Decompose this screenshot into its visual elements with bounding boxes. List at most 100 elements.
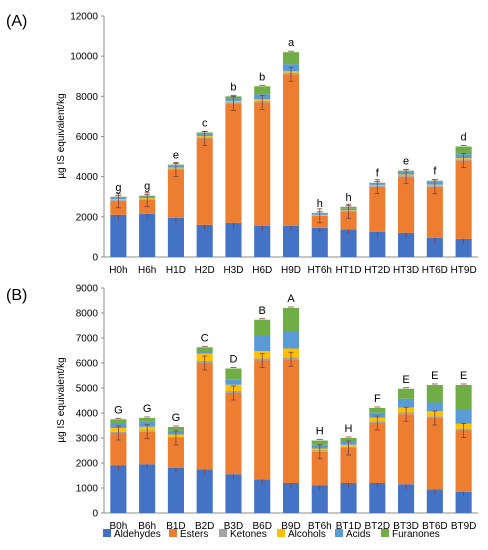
- significance-letter: e: [403, 156, 409, 168]
- bar-segment-aldehydes: [139, 464, 156, 513]
- bar-segment-aldehydes: [369, 483, 386, 513]
- legend-label-aldehydes: Aldehydes: [114, 529, 161, 540]
- bar-segment-aldehydes: [167, 468, 184, 513]
- y-tick-label: 5000: [76, 384, 99, 395]
- bar-segment-aldehydes: [340, 483, 357, 513]
- y-tick-label: 6000: [76, 359, 99, 370]
- x-tick-label: BT9D: [451, 521, 477, 532]
- panel-b-label: (B): [6, 287, 27, 304]
- bar-segment-aldehydes: [196, 469, 213, 513]
- panel-a-ylabel: µg IS equivalent/kg: [56, 93, 67, 178]
- significance-letter: d: [461, 132, 467, 144]
- legend-label-alcohols: Alcohols: [288, 529, 326, 540]
- bar-segment-aldehydes: [225, 222, 242, 257]
- bar-segment-aldehydes: [340, 229, 357, 257]
- y-tick-label: 9000: [76, 284, 99, 295]
- panel-a: (A) µg IS equivalent/kg 0 2000 4000 6000 800…: [6, 12, 478, 276]
- bar-segment-esters: [340, 448, 357, 483]
- bar-segment-aldehydes: [110, 214, 127, 257]
- bar-segment-esters: [225, 393, 242, 475]
- y-tick-label: 6000: [76, 132, 99, 143]
- legend-swatch-aldehydes: [103, 529, 111, 537]
- bar-segment-acids: [139, 421, 156, 427]
- x-tick-label: B1D: [166, 521, 185, 532]
- bar-segment-esters: [311, 451, 328, 486]
- bar-segment-esters: [369, 423, 386, 483]
- y-tick-label: 0: [92, 509, 98, 520]
- bar-segment-furanones: [311, 440, 328, 445]
- bar-segment-furanones: [398, 388, 415, 399]
- bar-segment-aldehydes: [282, 225, 300, 257]
- bar-segment-esters: [254, 360, 271, 480]
- significance-letter: C: [201, 332, 209, 344]
- bar-segment-aldehydes: [282, 483, 300, 513]
- bar-segment-esters: [167, 169, 184, 218]
- bar-segment-esters: [426, 186, 443, 238]
- legend: Aldehydes Esters Ketones Alcohols Acids Furan…: [103, 529, 440, 540]
- bar-segment-aldehydes: [196, 224, 213, 257]
- legend-swatch-acids: [335, 529, 343, 537]
- panel-b: (B) µg IS equivalent/kg 0 1000 2000 3000 400…: [6, 284, 478, 532]
- x-tick-label: B9D: [281, 521, 300, 532]
- legend-swatch-alcohols: [277, 529, 285, 537]
- bar-segment-acids: [282, 331, 300, 349]
- x-tick-label: H6h: [138, 265, 156, 276]
- bar-segment-furanones: [196, 347, 213, 351]
- y-tick-label: 8000: [76, 309, 99, 320]
- bar-segment-esters: [167, 438, 184, 468]
- bar-segment-acids: [225, 379, 242, 385]
- y-tick-label: 4000: [76, 172, 99, 183]
- y-tick-label: 10000: [70, 52, 98, 63]
- panel-b-ylabel: µg IS equivalent/kg: [56, 357, 67, 442]
- y-tick-label: 4000: [76, 409, 99, 420]
- bar-segment-acids: [398, 398, 415, 408]
- bar-segment-esters: [282, 74, 300, 226]
- x-tick-label: HT6D: [422, 265, 448, 276]
- x-tick-label: HT2D: [364, 265, 390, 276]
- bar-segment-aldehydes: [167, 217, 184, 257]
- bar-segment-aldehydes: [254, 225, 271, 257]
- significance-letter: a: [288, 37, 295, 49]
- significance-letter: E: [402, 374, 409, 386]
- significance-letter: A: [287, 293, 295, 305]
- bar-segment-furanones: [455, 385, 472, 410]
- significance-letter: F: [374, 393, 381, 405]
- y-tick-label: 12000: [70, 12, 98, 23]
- x-tick-label: BT6D: [422, 521, 448, 532]
- bar-segment-esters: [455, 430, 472, 492]
- bar-segment-furanones: [426, 385, 443, 403]
- bar-segment-furanones: [225, 368, 242, 380]
- y-tick-label: 2000: [76, 459, 99, 470]
- bar-segment-esters: [398, 414, 415, 485]
- significance-letter: H: [316, 426, 324, 438]
- bar-segment-acids: [196, 351, 213, 354]
- y-tick-label: 0: [92, 253, 98, 264]
- x-tick-label: BT2D: [365, 521, 391, 532]
- significance-letter: b: [259, 71, 265, 83]
- bar-segment-acids: [369, 412, 386, 418]
- significance-letter: D: [229, 354, 237, 366]
- bar-segment-aldehydes: [455, 238, 472, 257]
- y-tick-label: 7000: [76, 334, 99, 345]
- panel-a-plot: 0 2000 4000 6000 8000 10000 12000 g H0h g H6h e H1D c…: [70, 12, 478, 276]
- x-tick-label: H1D: [166, 265, 186, 276]
- bar-segment-esters: [455, 160, 472, 239]
- legend-label-furanones: Furanones: [392, 529, 440, 540]
- bar-segment-aldehydes: [455, 491, 472, 513]
- bar-segment-furanones: [110, 419, 127, 423]
- significance-letter: h: [345, 192, 351, 204]
- significance-letter: G: [114, 404, 123, 416]
- bar-segment-furanones: [254, 86, 271, 95]
- significance-letter: f: [433, 166, 437, 178]
- bar-segment-esters: [139, 431, 156, 465]
- significance-letter: e: [173, 150, 179, 162]
- bar-segment-furanones: [455, 146, 472, 155]
- legend-swatch-furanones: [381, 529, 389, 537]
- x-tick-label: H0h: [109, 265, 127, 276]
- bar-segment-furanones: [139, 418, 156, 422]
- significance-letter: f: [376, 168, 380, 180]
- y-tick-label: 8000: [76, 92, 99, 103]
- significance-letter: G: [143, 403, 152, 415]
- bar-segment-furanones: [167, 427, 184, 431]
